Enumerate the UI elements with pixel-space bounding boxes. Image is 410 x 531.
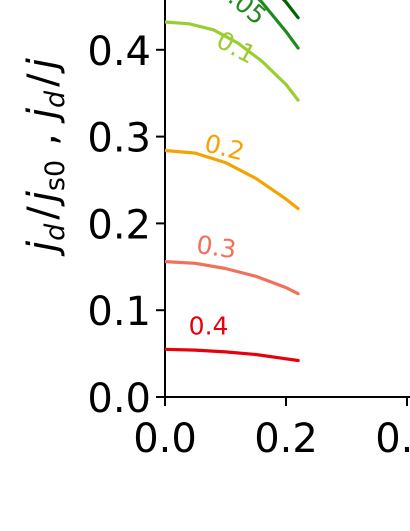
y-label-slash1: /: [20, 206, 66, 220]
y-tick-label: 0.1: [87, 289, 151, 335]
x-axis-ticks: 0.0 0.2 0.4: [133, 397, 410, 462]
series-line: [165, 148, 300, 211]
y-tick-label: 0.4: [87, 29, 151, 75]
y-label-d1: d: [40, 223, 71, 241]
series-line: [165, 260, 300, 296]
y-label-d2: d: [40, 90, 71, 108]
y-label-j1: j: [20, 240, 66, 257]
y-label-j2: j: [20, 190, 66, 207]
x-tick-label: 0.2: [254, 416, 318, 462]
y-label-comma: ,: [20, 133, 66, 146]
annotation-layer: 0.40.30.20.10.05: [189, 0, 272, 341]
x-tick-label: 0.4: [375, 416, 410, 462]
y-tick-label: 0.2: [87, 202, 151, 248]
y-tick-label: 0.0: [87, 376, 151, 422]
curve-label: 0.05: [211, 0, 272, 31]
series-line: [165, 347, 300, 363]
y-label-s0: s0: [40, 160, 71, 191]
y-label-slash2: /: [20, 73, 66, 87]
y-axis-ticks: 0.0 0.1 0.2 0.3 0.4: [87, 29, 165, 422]
series-line: [257, 0, 300, 50]
series-layer: [165, 0, 300, 363]
series-line: [165, 20, 300, 102]
y-tick-label: 0.3: [87, 116, 151, 162]
curve-label: 0.2: [202, 129, 248, 167]
curve-label: 0.3: [195, 230, 238, 264]
curve-label: 0.4: [189, 312, 229, 341]
y-axis-label: jd/js0,jd/j: [20, 57, 71, 257]
y-label-j4: j: [20, 57, 66, 74]
y-label-j3: j: [20, 107, 66, 124]
series-line: [281, 0, 300, 20]
x-tick-label: 0.0: [133, 416, 197, 462]
